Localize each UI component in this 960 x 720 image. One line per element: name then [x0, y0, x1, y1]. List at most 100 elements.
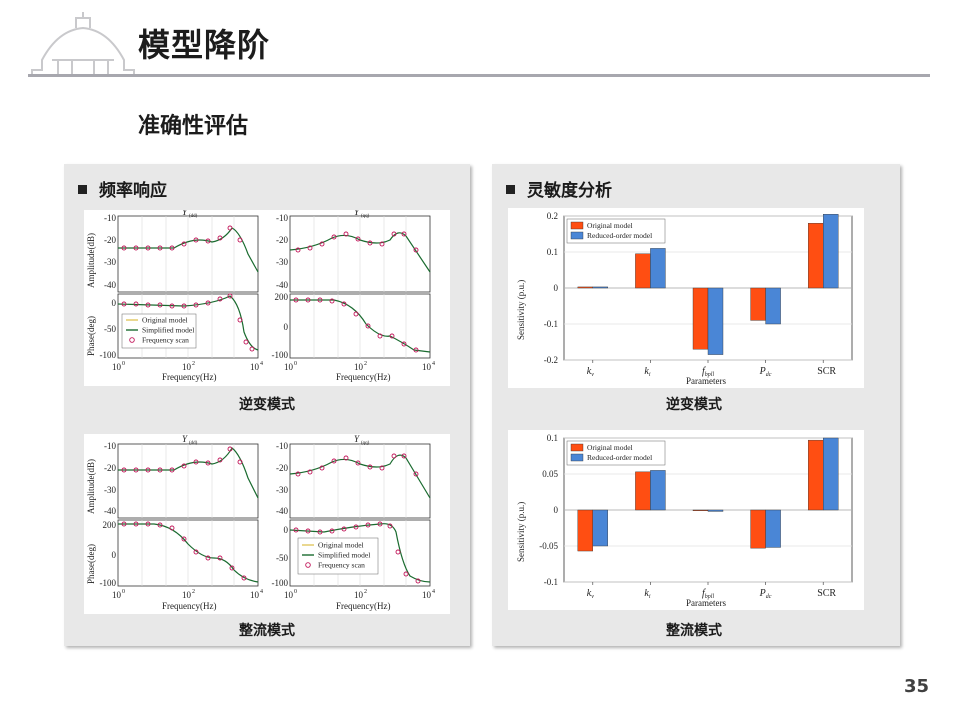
rectifier-mode-caption: 整流模式: [239, 623, 295, 639]
svg-text:-100: -100: [272, 350, 289, 360]
svg-text:10: 10: [250, 362, 260, 372]
bar-reduced-k_v: [592, 509, 609, 547]
svg-text:10: 10: [182, 362, 192, 372]
svg-text:-20: -20: [104, 235, 116, 245]
svg-text:-40: -40: [104, 280, 116, 290]
x-axis-label: Parameters: [686, 598, 726, 608]
rectifier-amp-dd-axes: [117, 443, 259, 519]
svg-text:-30: -30: [104, 257, 116, 267]
grid-lines: [313, 294, 407, 358]
inverter-phase-qq-axes: [289, 293, 431, 359]
rectifier-phase-dd-axes: [117, 519, 259, 587]
x-tick-label: ki: [644, 588, 650, 600]
bar-reduced-f_bpll: [707, 287, 724, 355]
svg-text:-100: -100: [272, 578, 289, 588]
legend-label: Original model: [587, 221, 633, 230]
amplitude-curve: [289, 232, 431, 273]
grid-lines: [141, 520, 235, 586]
svg-text:10: 10: [354, 362, 364, 372]
svg-text:Y: Y: [354, 210, 360, 217]
svg-text:0: 0: [122, 361, 125, 367]
section-subtitle: 准确性评估: [138, 114, 249, 139]
svg-text:Y: Y: [182, 210, 188, 217]
phase-curve: [289, 523, 431, 583]
inverter-bode-figure: Original model Simplified model Frequenc…: [84, 210, 450, 386]
svg-text:10: 10: [354, 590, 364, 600]
svg-text:-100: -100: [100, 578, 117, 588]
legend-box: [566, 440, 666, 466]
svg-text:10: 10: [250, 590, 260, 600]
svg-text:-50: -50: [276, 553, 288, 563]
title-divider: [28, 74, 930, 77]
phase-markers: [293, 521, 421, 584]
inverter-legend: Original model Simplified model Frequenc…: [121, 313, 197, 349]
legend-label: Original model: [587, 443, 633, 452]
bar-original-P_dc: [750, 509, 766, 549]
svg-text:Phase(deg): Phase(deg): [86, 316, 96, 356]
bar-reduced-SCR: [823, 213, 839, 289]
amplitude-curve: [118, 447, 259, 499]
sensitivity-analysis-panel: 灵敏度分析 0.2 0.1 0 -0.1 -0.2 kv ki fbpll Pdc SCR Para…: [492, 164, 900, 646]
legend-original: Original model: [318, 541, 364, 550]
amplitude-markers: [121, 225, 243, 251]
svg-text:(dd): (dd): [189, 214, 198, 219]
svg-text:10: 10: [422, 590, 432, 600]
rectifier-bode-figure: Original model Simplified model Frequenc…: [84, 434, 450, 614]
grid-lines: [141, 216, 235, 292]
rectifier-sensitivity-chart: 0.10.050-0.05-0.1kv ki fbpll Pdc SCRParamete…: [508, 430, 864, 610]
y-tick-label: 0.1: [547, 433, 558, 443]
inverter-sensitivity-caption: 逆变模式: [666, 397, 722, 413]
bar-reduced-P_dc: [765, 509, 781, 548]
svg-text:Frequency(Hz): Frequency(Hz): [162, 601, 216, 611]
grid-lines: [313, 444, 407, 518]
svg-text:-30: -30: [276, 257, 288, 267]
svg-text:(qq): (qq): [361, 441, 370, 446]
rectifier-axis-labels: Frequency(Hz) Frequency(Hz) Amplitude(dB…: [86, 434, 390, 611]
svg-text:0: 0: [284, 525, 289, 535]
bullet-square-icon: [78, 185, 87, 194]
legend-label: Reduced-order model: [587, 453, 652, 462]
x-tick-label: Pdc: [759, 366, 772, 378]
legend-label: Reduced-order model: [587, 231, 652, 240]
rectifier-amp-qq-axes: [289, 443, 431, 519]
bar-original-k_i: [635, 253, 651, 289]
inverter-y-ticks: -10 -20 -30 -40 0 -50 -100 -10 -20 -30 -…: [100, 213, 289, 360]
x-axis-label: Parameters: [686, 376, 726, 386]
svg-text:10: 10: [284, 362, 294, 372]
frequency-response-heading: 频率响应: [78, 176, 167, 201]
svg-text:-100: -100: [100, 350, 117, 360]
svg-text:-40: -40: [276, 280, 288, 290]
grid-lines: [313, 216, 407, 292]
y-axis-label: Sensitivity (p.u.): [516, 502, 526, 562]
x-tick-label: SCR: [817, 588, 836, 599]
rectifier-phase-qq-axes: Original model Simplified model Frequenc…: [289, 519, 431, 587]
svg-text:Phase(deg): Phase(deg): [86, 544, 96, 584]
y-tick-label: -0.1: [544, 319, 558, 329]
svg-text:-10: -10: [104, 441, 116, 451]
svg-text:4: 4: [432, 589, 435, 595]
svg-text:10: 10: [284, 590, 294, 600]
legend-frequency-scan: Frequency scan: [318, 561, 365, 570]
phase-markers: [121, 521, 247, 581]
svg-text:4: 4: [260, 589, 263, 595]
svg-text:-30: -30: [104, 485, 116, 495]
legend-swatch: [570, 231, 584, 240]
y-tick-label: -0.05: [539, 541, 558, 551]
rectifier-x-ticks: 10 0 10 2 10 4 10 0 10 2 10 4: [112, 589, 435, 600]
frequency-response-panel: 频率响应 Original model Simplified: [64, 164, 470, 646]
phase-markers: [293, 297, 419, 353]
legend-simplified: Simplified model: [318, 551, 370, 560]
y-tick-label: -0.1: [544, 577, 558, 587]
x-tick-label: Pdc: [759, 588, 772, 600]
svg-text:Amplitude(dB): Amplitude(dB): [86, 459, 96, 514]
inverter-sensitivity-chart: 0.20.10-0.1-0.2kv ki fbpll Pdc SCRParameters…: [508, 208, 864, 388]
bar-reduced-k_v: [592, 286, 609, 289]
svg-text:0: 0: [122, 589, 125, 595]
svg-text:0: 0: [112, 298, 117, 308]
inverter-x-ticks: 10 0 10 2 10 4 10 0 10 2 10 4: [112, 361, 435, 372]
svg-text:Frequency(Hz): Frequency(Hz): [162, 372, 216, 382]
y-tick-label: 0: [554, 505, 559, 515]
bar-original-k_v: [577, 509, 594, 552]
svg-text:2: 2: [364, 589, 367, 595]
